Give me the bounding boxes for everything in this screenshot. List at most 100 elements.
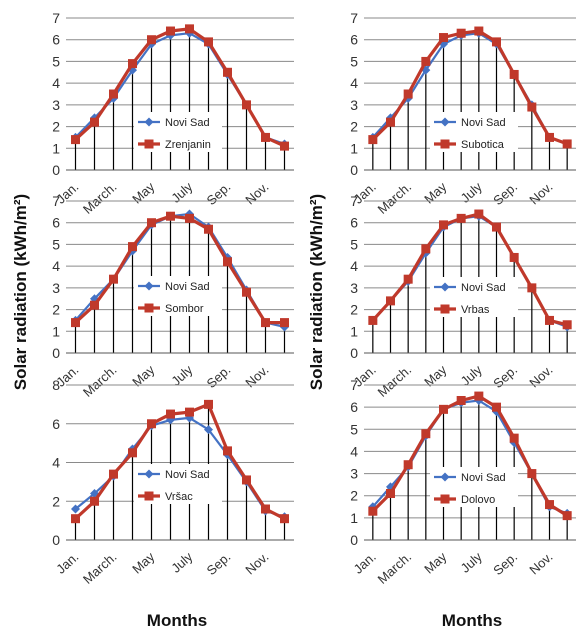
data-point — [474, 391, 484, 401]
data-point — [492, 402, 501, 412]
y-tick-label: 7 — [52, 193, 60, 209]
y-tick-label: 7 — [350, 193, 358, 209]
data-point — [166, 211, 175, 221]
data-point — [147, 419, 156, 429]
y-tick-label: 3 — [350, 97, 358, 113]
x-tick-label: Sep. — [204, 362, 234, 391]
legend-label: Zrenjanin — [165, 139, 211, 151]
legend-label: Novi Sad — [461, 282, 506, 294]
data-point — [368, 135, 378, 145]
x-tick-label: March. — [80, 179, 120, 217]
legend-label: Vrbas — [461, 304, 490, 316]
x-tick-label: March. — [80, 362, 120, 400]
x-tick-label: July — [168, 549, 196, 576]
data-point — [562, 139, 572, 149]
series-line — [371, 29, 568, 146]
y-tick-label: 1 — [350, 140, 358, 156]
legend-marker — [440, 304, 450, 314]
data-point — [439, 33, 448, 43]
data-point — [456, 396, 466, 405]
y-tick-label: 5 — [350, 53, 358, 69]
y-tick-label: 5 — [350, 421, 358, 437]
legend-label: Vršac — [165, 491, 193, 503]
legend-marker — [144, 469, 154, 479]
data-point — [474, 26, 484, 36]
data-point — [562, 511, 572, 521]
y-axis-title-right: Solar radiation (kWh/m²) — [307, 194, 326, 390]
y-tick-label: 7 — [350, 377, 358, 393]
y-tick-label: 6 — [350, 215, 358, 231]
x-tick-label: Sep. — [490, 179, 520, 208]
x-tick-label: July — [458, 179, 486, 206]
legend-marker — [440, 472, 450, 482]
x-tick-label: May — [129, 179, 158, 207]
data-point — [71, 504, 80, 514]
x-tick-label: Sep. — [204, 179, 234, 208]
y-tick-label: 4 — [52, 455, 60, 471]
y-tick-label: 2 — [52, 302, 60, 318]
y-tick-label: 8 — [52, 377, 60, 393]
data-point — [166, 26, 175, 36]
data-point — [545, 500, 554, 510]
data-point — [90, 117, 99, 127]
data-point — [456, 28, 466, 38]
x-tick-label: Nov. — [526, 362, 555, 390]
legend-marker — [440, 282, 450, 292]
legend: Novi Sad Sombor — [134, 276, 222, 316]
legend: Novi Sad Dolovo — [430, 467, 518, 507]
data-point — [509, 433, 519, 443]
y-tick-label: 6 — [350, 399, 358, 415]
legend-label: Novi Sad — [461, 472, 506, 484]
data-point — [545, 315, 554, 325]
data-point — [109, 469, 118, 479]
data-point — [204, 399, 213, 409]
data-point — [527, 469, 537, 479]
legend: Novi Sad Vršac — [134, 464, 222, 504]
y-tick-label: 6 — [350, 32, 358, 48]
y-tick-label: 4 — [350, 258, 358, 274]
y-tick-label: 7 — [52, 10, 60, 26]
x-axis-title-right: Months — [442, 611, 502, 630]
data-point — [147, 218, 156, 228]
data-point — [421, 429, 431, 439]
legend-label: Sombor — [165, 303, 204, 315]
data-point — [386, 489, 395, 498]
y-tick-label: 4 — [52, 75, 60, 91]
x-tick-label: March. — [80, 549, 120, 587]
data-point — [280, 141, 289, 151]
data-point — [421, 244, 431, 254]
data-point — [545, 132, 554, 142]
data-point — [90, 300, 99, 310]
data-point — [223, 67, 232, 77]
y-tick-label: 0 — [350, 532, 358, 548]
y-tick-label: 0 — [52, 162, 60, 178]
data-point — [71, 318, 80, 328]
y-tick-label: 6 — [52, 32, 60, 48]
data-point — [204, 37, 213, 47]
legend-marker — [440, 117, 450, 127]
legend-marker — [144, 281, 154, 291]
data-point — [421, 56, 431, 66]
x-tick-label: Sep. — [204, 549, 234, 578]
data-point — [403, 460, 413, 470]
data-point — [185, 213, 194, 223]
y-tick-label: 2 — [52, 493, 60, 509]
data-point — [562, 320, 572, 330]
legend: Novi Sad Subotica — [430, 112, 518, 152]
legend-label: Dolovo — [461, 494, 495, 506]
data-point — [527, 283, 537, 293]
data-point — [403, 274, 413, 284]
series-line — [371, 394, 569, 517]
data-point — [204, 224, 213, 234]
x-tick-label: May — [129, 549, 158, 577]
y-tick-label: 3 — [350, 466, 358, 482]
data-point — [185, 407, 194, 417]
x-tick-label: March. — [375, 362, 415, 400]
data-point — [261, 132, 270, 142]
x-tick-label: Jan. — [53, 549, 81, 577]
legend: Novi Sad Vrbas — [430, 277, 518, 317]
data-point — [527, 102, 537, 112]
